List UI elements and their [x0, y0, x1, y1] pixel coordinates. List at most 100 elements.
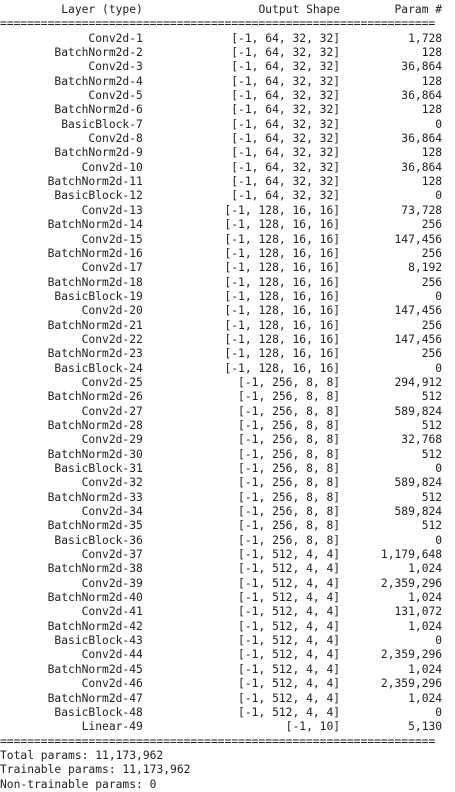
table-row: BatchNorm2d-2 [-1, 64, 32, 32] 128 — [0, 46, 455, 60]
table-row: BatchNorm2d-47 [-1, 512, 4, 4] 1,024 — [0, 692, 455, 706]
output-shape: [-1, 128, 16, 16] — [170, 289, 341, 303]
table-row: BatchNorm2d-40 [-1, 512, 4, 4] 1,024 — [0, 591, 455, 605]
layer-name: Conv2d-25 — [0, 375, 171, 389]
table-row: BasicBlock-19 [-1, 128, 16, 16] 0 — [0, 290, 455, 304]
layer-name: Conv2d-5 — [0, 89, 171, 103]
output-shape: [-1, 256, 8, 8] — [170, 462, 341, 475]
output-shape: [-1, 512, 4, 4] — [170, 548, 341, 562]
table-row: Conv2d-37 [-1, 512, 4, 4] 1,179,648 — [0, 548, 455, 562]
param-count: 32,768 — [340, 433, 443, 447]
output-shape: [-1, 64, 32, 32] — [170, 132, 341, 146]
layer-name: BatchNorm2d-42 — [0, 619, 171, 633]
header-row: Layer (type) Output Shape Param # — [0, 3, 455, 17]
table-row: Conv2d-29 [-1, 256, 8, 8] 32,768 — [0, 433, 455, 447]
layer-name: BatchNorm2d-14 — [0, 218, 171, 232]
output-shape: [-1, 64, 32, 32] — [170, 117, 341, 131]
output-shape: [-1, 64, 32, 32] — [170, 46, 341, 60]
output-shape: [-1, 128, 16, 16] — [170, 261, 341, 275]
param-count: 1,024 — [340, 691, 443, 705]
layer-name: BatchNorm2d-21 — [0, 318, 171, 332]
total-value: 11,173,962 — [122, 763, 191, 777]
output-shape: [-1, 512, 4, 4] — [170, 591, 341, 605]
table-row: Conv2d-10 [-1, 64, 32, 32] 36,864 — [0, 161, 455, 175]
layer-name: Conv2d-39 — [0, 576, 171, 590]
layer-name: BatchNorm2d-47 — [0, 691, 171, 705]
layer-name: Conv2d-41 — [0, 605, 171, 619]
layer-name: BasicBlock-12 — [0, 189, 171, 203]
layer-name: BatchNorm2d-40 — [0, 591, 171, 605]
param-count: 36,864 — [340, 160, 443, 174]
layer-name: BatchNorm2d-2 — [0, 46, 171, 60]
param-count: 589,824 — [340, 505, 443, 519]
layer-name: BasicBlock-7 — [0, 117, 171, 131]
param-count: 512 — [340, 447, 443, 461]
table-row: BasicBlock-43 [-1, 512, 4, 4] 0 — [0, 634, 455, 648]
table-row: Conv2d-34 [-1, 256, 8, 8] 589,824 — [0, 505, 455, 519]
table-row: Conv2d-22 [-1, 128, 16, 16] 147,456 — [0, 333, 455, 347]
output-shape: [-1, 128, 16, 16] — [170, 347, 341, 361]
table-row: BatchNorm2d-21 [-1, 128, 16, 16] 256 — [0, 319, 455, 333]
layer-name: BatchNorm2d-9 — [0, 146, 171, 160]
table-row: BatchNorm2d-16 [-1, 128, 16, 16] 256 — [0, 247, 455, 261]
output-shape: [-1, 256, 8, 8] — [170, 418, 341, 432]
output-shape: [-1, 64, 32, 32] — [170, 74, 341, 88]
output-shape: [-1, 128, 16, 16] — [170, 218, 341, 232]
param-count: 0 — [340, 117, 443, 131]
param-count: 1,024 — [340, 619, 443, 633]
output-shape: [-1, 64, 32, 32] — [170, 31, 341, 45]
output-shape: [-1, 256, 8, 8] — [170, 476, 341, 490]
table-row: BatchNorm2d-33 [-1, 256, 8, 8] 512 — [0, 491, 455, 505]
layer-name: BasicBlock-48 — [0, 705, 171, 719]
param-count: 256 — [340, 246, 443, 260]
table-row: BatchNorm2d-42 [-1, 512, 4, 4] 1,024 — [0, 620, 455, 634]
param-count: 36,864 — [340, 132, 443, 146]
layer-name: BatchNorm2d-45 — [0, 662, 171, 676]
param-count: 128 — [340, 175, 443, 189]
layer-name: Conv2d-17 — [0, 261, 171, 275]
param-count: 128 — [340, 74, 443, 88]
param-count: 36,864 — [340, 60, 443, 74]
output-shape: [-1, 128, 16, 16] — [170, 203, 341, 217]
layer-name: Conv2d-44 — [0, 648, 171, 662]
param-count: 512 — [340, 490, 443, 504]
param-count: 256 — [340, 218, 443, 232]
table-row: Conv2d-46 [-1, 512, 4, 4] 2,359,296 — [0, 677, 455, 691]
table-row: Linear-49 [-1, 10] 5,130 — [0, 720, 455, 734]
table-row: BatchNorm2d-28 [-1, 256, 8, 8] 512 — [0, 419, 455, 433]
param-count: 1,024 — [340, 591, 443, 605]
output-shape: [-1, 128, 16, 16] — [170, 332, 341, 346]
table-row: Conv2d-44 [-1, 512, 4, 4] 2,359,296 — [0, 648, 455, 662]
output-shape: [-1, 256, 8, 8] — [170, 433, 341, 447]
layer-name: BasicBlock-19 — [0, 289, 171, 303]
layer-name: Conv2d-8 — [0, 132, 171, 146]
output-shape: [-1, 512, 4, 4] — [170, 605, 341, 619]
table-row: Conv2d-8 [-1, 64, 32, 32] 36,864 — [0, 132, 455, 146]
output-shape: [-1, 256, 8, 8] — [170, 447, 341, 461]
output-shape: [-1, 128, 16, 16] — [170, 275, 341, 289]
layer-name: BasicBlock-43 — [0, 634, 171, 648]
param-count: 0 — [340, 533, 443, 547]
layer-name: BatchNorm2d-4 — [0, 74, 171, 88]
output-shape: [-1, 64, 32, 32] — [170, 175, 341, 189]
total-label: Total params: — [0, 748, 96, 762]
table-row: BatchNorm2d-4 [-1, 64, 32, 32] 128 — [0, 75, 455, 89]
layer-name: Linear-49 — [0, 720, 171, 734]
layer-name: Conv2d-29 — [0, 433, 171, 447]
layer-name: Conv2d-32 — [0, 476, 171, 490]
table-row: BatchNorm2d-11 [-1, 64, 32, 32] 128 — [0, 175, 455, 189]
layer-name: Conv2d-15 — [0, 232, 171, 246]
table-row: BasicBlock-48 [-1, 512, 4, 4] 0 — [0, 706, 455, 720]
table-row: BatchNorm2d-45 [-1, 512, 4, 4] 1,024 — [0, 663, 455, 677]
output-shape: [-1, 256, 8, 8] — [170, 490, 341, 504]
output-shape: [-1, 64, 32, 32] — [170, 189, 341, 203]
layer-name: BatchNorm2d-30 — [0, 447, 171, 461]
table-row: Conv2d-5 [-1, 64, 32, 32] 36,864 — [0, 89, 455, 103]
total-label: Trainable params: — [0, 763, 123, 777]
output-shape: [-1, 256, 8, 8] — [170, 533, 341, 547]
param-count: 1,024 — [340, 662, 443, 676]
table-row: BasicBlock-31 [-1, 256, 8, 8] 0 — [0, 462, 455, 476]
table-row: BasicBlock-7 [-1, 64, 32, 32] 0 — [0, 118, 455, 132]
output-shape: [-1, 64, 32, 32] — [170, 160, 341, 174]
output-shape: [-1, 128, 16, 16] — [170, 361, 341, 375]
